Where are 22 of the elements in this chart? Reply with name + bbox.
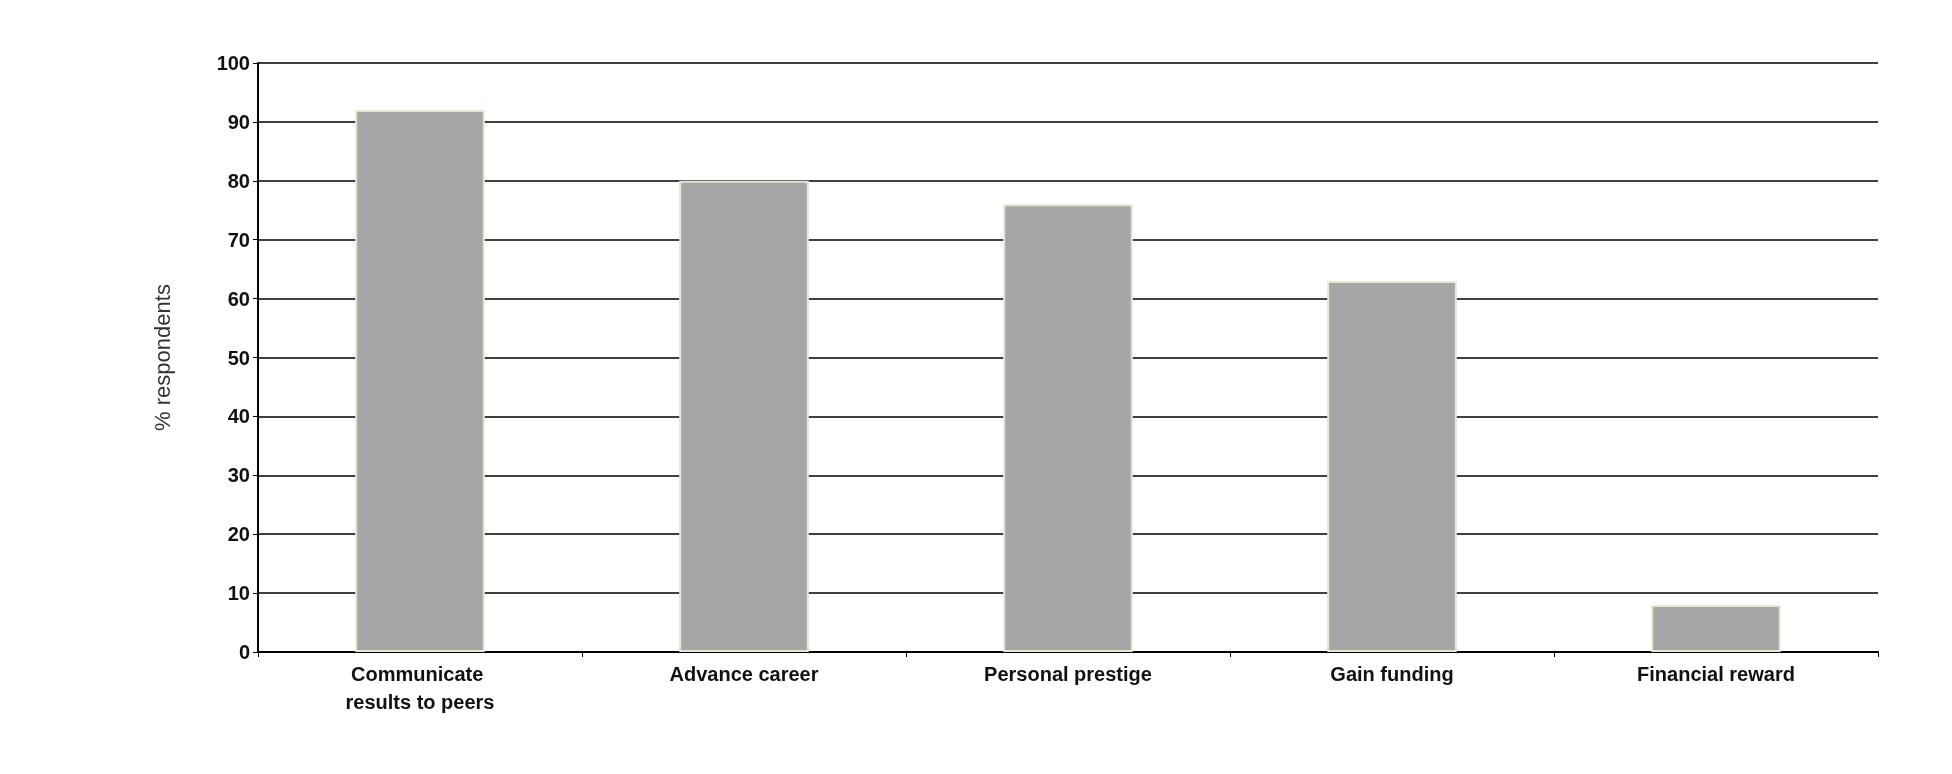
y-tick-label: 30 bbox=[227, 464, 250, 487]
y-tick-label: 10 bbox=[227, 582, 250, 605]
bar bbox=[1003, 204, 1133, 652]
x-tick-label: Personal prestige bbox=[984, 663, 1152, 685]
bar bbox=[679, 180, 809, 652]
bar bbox=[355, 110, 485, 652]
y-tick-label: 70 bbox=[227, 228, 250, 251]
y-axis-title: % respondents bbox=[149, 284, 175, 431]
y-tick-label: 60 bbox=[227, 287, 250, 310]
bar bbox=[1651, 604, 1781, 652]
y-tick-label: 0 bbox=[238, 641, 250, 663]
y-tick-label: 80 bbox=[227, 169, 250, 192]
y-tick-label: 100 bbox=[216, 52, 250, 74]
x-tick-label: Gain funding bbox=[1330, 663, 1454, 685]
y-tick-label: 50 bbox=[227, 346, 250, 369]
x-tick-label: Advance career bbox=[669, 663, 819, 685]
y-tick-label: 40 bbox=[227, 405, 250, 428]
bar bbox=[1327, 280, 1457, 652]
x-tick-label: Financial reward bbox=[1637, 663, 1795, 685]
y-tick-label: 90 bbox=[227, 110, 250, 133]
x-tick-label: Communicate results to peers bbox=[345, 663, 495, 713]
y-tick-label: 20 bbox=[227, 523, 250, 546]
